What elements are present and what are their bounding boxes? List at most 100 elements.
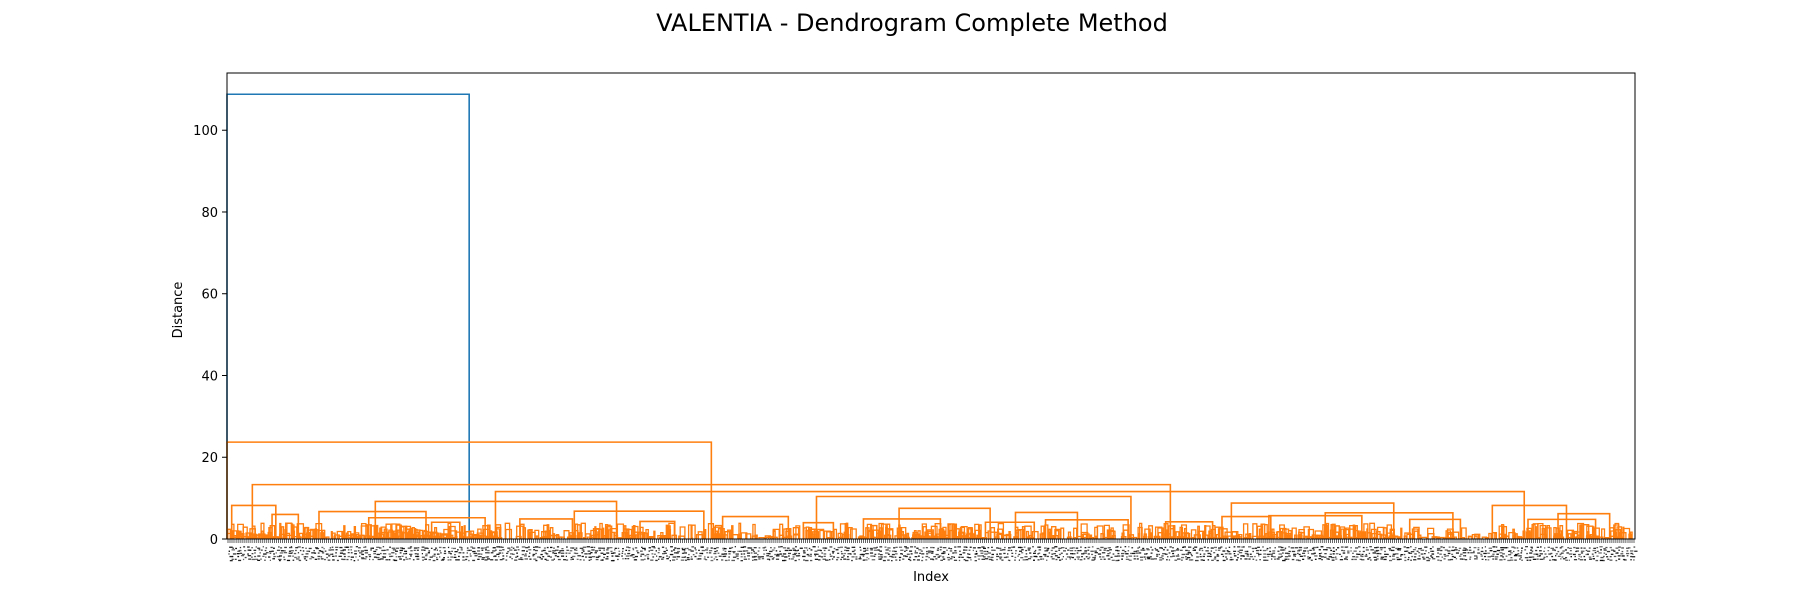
leaf-label-glyph xyxy=(1526,552,1528,555)
leaf-label-glyph xyxy=(887,559,890,561)
leaf-label-glyph xyxy=(1473,547,1477,549)
leaf-label-glyph xyxy=(655,559,658,562)
dendrogram-merge-link xyxy=(1323,530,1329,539)
leaf-label-glyph xyxy=(1297,550,1300,552)
leaf-label-glyph xyxy=(849,553,852,555)
leaf-label-glyph xyxy=(534,546,539,548)
leaf-label-glyph xyxy=(259,552,261,554)
leaf-label-glyph xyxy=(859,553,863,556)
leaf-label-glyph xyxy=(1391,546,1395,548)
dendrogram-merge-link xyxy=(968,537,976,539)
leaf-label-glyph xyxy=(496,553,500,555)
dendrogram-merge-link xyxy=(1248,532,1252,539)
dendrogram-merge-link xyxy=(961,525,968,539)
x-axis-label: Index xyxy=(913,570,949,585)
dendrogram-merge-link xyxy=(1360,532,1366,539)
leaf-label-glyph xyxy=(1370,559,1372,561)
leaf-label-glyph xyxy=(916,547,919,549)
dendrogram-merge-link xyxy=(229,535,237,539)
dendrogram-link-18 xyxy=(721,515,790,539)
leaf-label-glyph xyxy=(1220,546,1223,548)
leaf-label-glyph xyxy=(249,549,252,551)
dendrogram-merge-link xyxy=(303,527,308,539)
leaf-label-glyph xyxy=(444,550,446,552)
leaf-label-glyph xyxy=(1359,558,1362,560)
leaf-label-glyph xyxy=(1005,556,1009,558)
leaf-label-glyph xyxy=(1477,547,1480,549)
dendrogram-merge-link xyxy=(1154,526,1163,539)
leaf-label-glyph xyxy=(865,553,869,555)
dendrogram-merge-link xyxy=(607,529,613,539)
dendrogram-link-3 xyxy=(494,490,1526,539)
dendrogram-merge-link xyxy=(1577,522,1585,539)
leaf-label-glyph xyxy=(518,558,522,560)
leaf-label-glyph xyxy=(1213,558,1217,560)
leaf-label-glyph xyxy=(1280,555,1283,557)
leaf-label-glyph xyxy=(1531,550,1534,552)
leaf-label-glyph xyxy=(1578,555,1580,557)
dendrogram-merge-link xyxy=(987,530,992,539)
leaf-label-glyph xyxy=(862,559,865,561)
leaf-label-glyph xyxy=(575,552,579,555)
dendrogram-merge-link xyxy=(353,532,360,539)
leaf-label-glyph xyxy=(265,556,267,558)
leaf-label-glyph xyxy=(1384,556,1388,558)
leaf-label-glyph xyxy=(389,546,391,548)
leaf-label-glyph xyxy=(335,555,337,557)
leaf-label-glyph xyxy=(1044,550,1048,552)
leaf-label-glyph xyxy=(1156,555,1159,557)
leaf-label-glyph xyxy=(1284,556,1289,558)
leaf-label-glyph xyxy=(1555,555,1557,557)
leaf-label-glyph xyxy=(507,551,510,553)
leaf-label-glyph xyxy=(627,552,631,555)
dendrogram-merge-link xyxy=(1502,525,1508,539)
leaf-label-glyph xyxy=(1196,556,1199,558)
leaf-label-glyph xyxy=(228,550,230,552)
leaf-label-glyph xyxy=(1017,546,1022,549)
leaf-label-glyph xyxy=(991,559,994,561)
leaf-label-glyph xyxy=(1374,550,1378,552)
leaf-label-glyph xyxy=(429,556,433,558)
dendrogram-merge-link xyxy=(490,531,498,539)
leaf-label-glyph xyxy=(451,547,453,549)
leaf-label-glyph xyxy=(1496,553,1499,555)
leaf-label-glyph xyxy=(653,547,656,549)
leaf-label-glyph xyxy=(1155,549,1159,551)
leaf-label-glyph xyxy=(1202,559,1205,561)
leaf-label-glyph xyxy=(1459,558,1463,560)
leaf-label-glyph xyxy=(1272,550,1276,552)
leaf-label-glyph xyxy=(1548,553,1552,555)
leaf-label-glyph xyxy=(1621,555,1625,557)
leaf-label-glyph xyxy=(1076,556,1081,558)
dendrogram-merge-link xyxy=(772,528,780,539)
leaf-label-glyph xyxy=(818,555,821,557)
leaf-label-glyph xyxy=(1059,559,1062,561)
leaf-label-glyph xyxy=(674,552,677,554)
leaf-label-glyph xyxy=(572,558,574,560)
leaf-label-glyph xyxy=(950,548,953,550)
dendrogram-merge-link xyxy=(604,536,607,539)
leaf-label-glyph xyxy=(910,553,913,555)
dendrogram-merge-link xyxy=(679,526,686,539)
leaf-label-glyph xyxy=(1238,552,1243,554)
leaf-label-glyph xyxy=(1603,552,1606,554)
leaf-label-glyph xyxy=(311,552,315,554)
leaf-label-glyph xyxy=(1441,556,1444,558)
leaf-label-glyph xyxy=(1344,546,1348,548)
dendrogram-merge-link xyxy=(904,536,910,539)
leaf-label-glyph xyxy=(253,549,257,551)
leaf-label-glyph xyxy=(1211,559,1214,561)
leaf-label-glyph xyxy=(661,546,665,548)
leaf-label-glyph xyxy=(1214,546,1217,549)
leaf-label-glyph xyxy=(676,547,681,550)
leaf-label-glyph xyxy=(1420,549,1425,551)
leaf-label-glyph xyxy=(391,547,396,549)
leaf-label-glyph xyxy=(1084,550,1088,552)
leaf-label-glyph xyxy=(1443,558,1446,560)
leaf-label-glyph xyxy=(954,550,957,552)
leaf-label-glyph xyxy=(647,558,650,560)
leaf-label-glyph xyxy=(931,550,934,553)
leaf-label-glyph xyxy=(1554,549,1556,552)
dendrogram-merge-link xyxy=(1183,528,1188,539)
y-tick-label: 80 xyxy=(201,206,218,221)
